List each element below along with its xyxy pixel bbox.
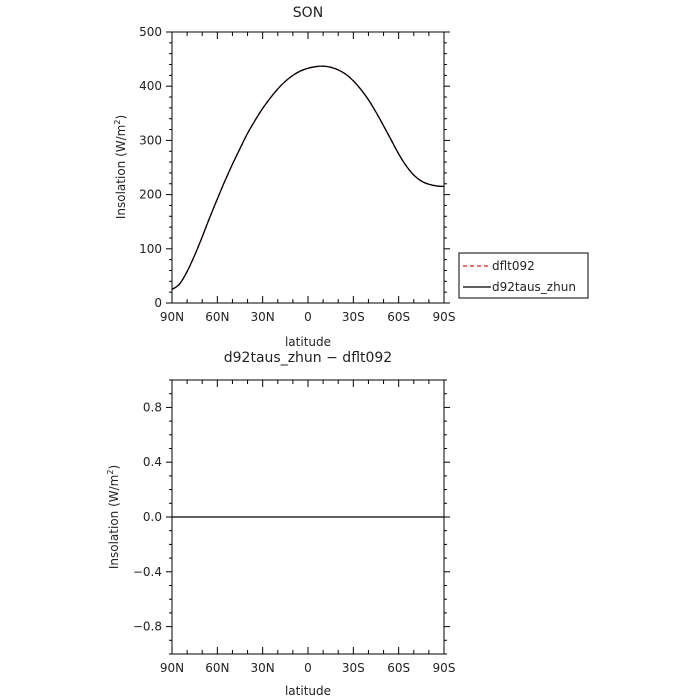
top-x-tick-label: 90S — [433, 310, 456, 324]
top-y-axis-title-main: Insolation (W/m — [114, 125, 128, 220]
top-y-tick-label: 300 — [139, 133, 162, 147]
top-x-tick-label: 30N — [251, 310, 275, 324]
bottom-y-axis-title: Insolation (W/m2) — [106, 465, 121, 569]
top-x-tick-label: 60N — [205, 310, 229, 324]
top-y-tick-label: 0 — [154, 296, 162, 310]
legend-label-dflt092: dflt092 — [492, 259, 535, 273]
top-x-tick-label: 60S — [387, 310, 410, 324]
top-plot-frame — [171, 31, 445, 304]
legend-box — [458, 252, 589, 299]
top-series-group — [171, 65, 445, 290]
bottom-x-tick-label: 30N — [251, 661, 275, 675]
top-y-tick-label: 100 — [139, 242, 162, 256]
legend-label-d92taus-zhun: d92taus_zhun — [492, 280, 576, 294]
bottom-panel-title: d92taus_zhun − dflt092 — [224, 350, 392, 366]
bottom-y-tick-label: −0.8 — [133, 620, 162, 634]
top-series-line-d92taus-zhun — [171, 65, 445, 290]
bottom-y-axis-title-close: ) — [107, 465, 121, 470]
bottom-x-tick-label: 60S — [387, 661, 410, 675]
bottom-x-tick-label: 90N — [160, 661, 184, 675]
bottom-x-tick-label: 90S — [433, 661, 456, 675]
top-x-tick-label: 30S — [342, 310, 365, 324]
bottom-ticks: 90N 60N 30N 0 30S 60S 90S −0.8 −0.4 0.0 0.4 0.8 — [133, 379, 456, 675]
top-x-tick-label: 90N — [160, 310, 184, 324]
bottom-y-axis-title-sup: 2 — [106, 470, 115, 475]
top-panel-title: SON — [293, 5, 323, 21]
bottom-panel: d92taus_zhun − dflt092 90N 60N 30N 0 30S 60S 9… — [106, 350, 455, 698]
bottom-x-tick-label: 0 — [304, 661, 312, 675]
top-y-tick-label: 200 — [139, 188, 162, 202]
top-x-axis-title: latitude — [285, 335, 331, 349]
bottom-x-tick-label: 60N — [205, 661, 229, 675]
bottom-y-tick-label: −0.4 — [133, 565, 162, 579]
top-y-axis-title-close: ) — [114, 115, 128, 120]
top-y-axis-title: Insolation (W/m2) — [113, 115, 128, 219]
bottom-y-axis-title-main: Insolation (W/m — [107, 475, 121, 570]
top-y-tick-label: 500 — [139, 25, 162, 39]
bottom-x-axis-title: latitude — [285, 684, 331, 698]
top-panel: SON 90N 60N 30N 0 30S 60S 90S0100200300400500 … — [113, 5, 455, 349]
bottom-y-tick-label: 0.8 — [143, 400, 162, 414]
top-y-tick-label: 400 — [139, 79, 162, 93]
bottom-y-tick-label: 0.4 — [143, 455, 162, 469]
bottom-x-tick-label: 30S — [342, 661, 365, 675]
top-y-axis-title-sup: 2 — [113, 120, 122, 125]
top-x-tick-label: 0 — [304, 310, 312, 324]
top-ticks: 90N 60N 30N 0 30S 60S 90S 0 100 200 300 400 500 — [139, 25, 455, 324]
top-series-line-dflt092 — [171, 65, 445, 290]
bottom-y-tick-label: 0.0 — [143, 510, 162, 524]
legend: dflt092 d92taus_zhun — [458, 252, 589, 299]
